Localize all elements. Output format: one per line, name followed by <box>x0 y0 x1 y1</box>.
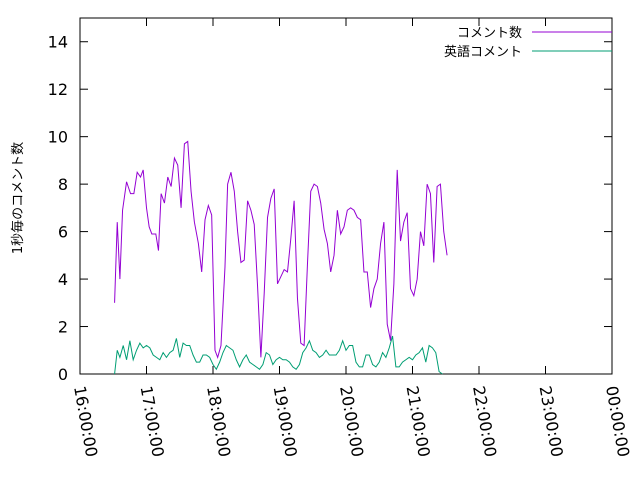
x-tick-label: 22:00:00 <box>469 384 500 458</box>
x-tick-label: 23:00:00 <box>536 384 567 458</box>
x-tick-label: 20:00:00 <box>336 384 367 458</box>
legend: コメント数 英語コメント <box>444 26 612 60</box>
y-axis-label: 1秒毎のコメント数 <box>10 142 26 254</box>
plot-frame <box>79 17 613 375</box>
x-tick-label: 17:00:00 <box>137 384 168 458</box>
x-tick-label: 19:00:00 <box>270 384 301 458</box>
legend-label-comment-count: コメント数 <box>457 26 522 41</box>
y-tick-label: 8 <box>58 175 68 194</box>
axes: 0 2 4 6 8 10 12 14 16:00:00 17:00:00 18:00:00 19:00… <box>48 17 633 458</box>
series-layer <box>114 140 448 375</box>
series-line-0 <box>114 140 448 360</box>
series-line-1 <box>114 335 443 375</box>
x-tick-label: 18:00:00 <box>203 384 234 458</box>
y-tick-label: 14 <box>48 33 68 52</box>
y-tick-label: 0 <box>58 365 68 384</box>
y-tick-label: 4 <box>58 270 68 289</box>
legend-label-english-comment: 英語コメント <box>444 44 522 60</box>
y-tick-label: 2 <box>58 318 68 337</box>
y-tick-label: 12 <box>48 80 68 99</box>
x-tick-label: 16:00:00 <box>70 384 101 458</box>
y-tick-label: 10 <box>48 128 68 147</box>
x-tick-label: 21:00:00 <box>403 384 434 458</box>
x-tick-label: 00:00:00 <box>602 384 633 458</box>
y-tick-label: 6 <box>58 223 68 242</box>
